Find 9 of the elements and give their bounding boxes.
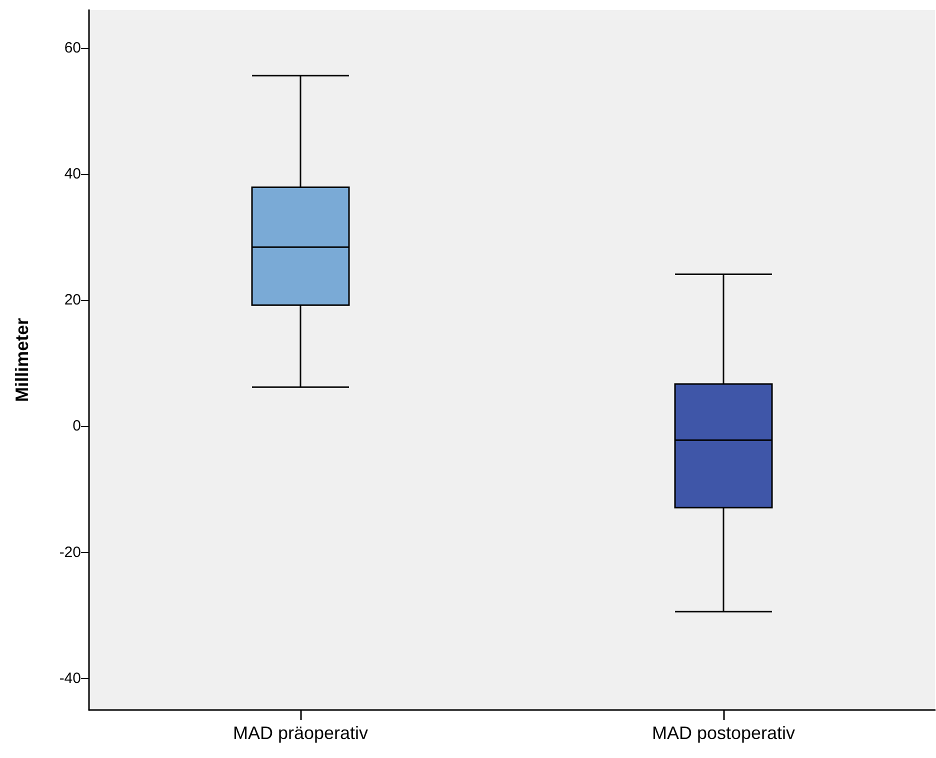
x-tick-label: MAD postoperativ [652, 723, 796, 743]
y-tick-label: -20 [59, 544, 81, 561]
y-tick-label: 60 [64, 39, 81, 56]
x-tick-label: MAD präoperativ [232, 723, 368, 743]
y-tick-label: 20 [64, 292, 81, 309]
y-axis-title: Millimeter [12, 318, 32, 402]
y-tick-label: 0 [72, 418, 81, 435]
y-tick-label: -40 [59, 670, 81, 687]
y-tick-label: 40 [64, 165, 81, 182]
